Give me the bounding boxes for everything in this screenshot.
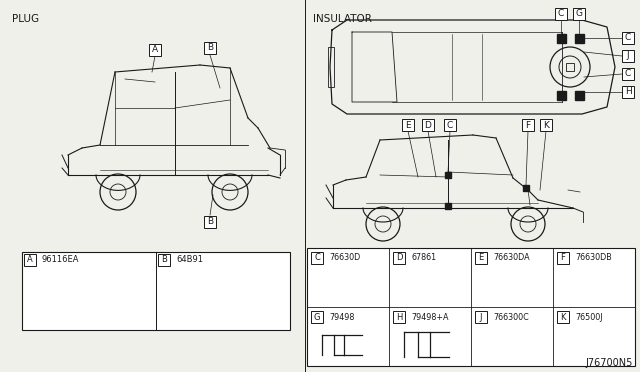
Text: D: D [424,121,431,129]
Text: E: E [405,121,411,129]
Text: INSULATOR: INSULATOR [313,14,372,24]
Bar [622,86,634,98]
Text: 76630DB: 76630DB [575,253,612,263]
Bar [540,119,552,131]
Text: 766300C: 766300C [493,312,529,321]
Text: G: G [575,10,582,19]
Text: E: E [478,253,484,263]
Bar [622,32,634,44]
Bar [475,311,487,323]
Text: 79498+A: 79498+A [411,312,449,321]
Bar [557,311,569,323]
Bar [523,185,529,191]
Bar [475,252,487,264]
Text: C: C [625,33,631,42]
Text: 76500J: 76500J [575,312,602,321]
Text: J76700N5: J76700N5 [586,358,633,368]
Text: C: C [447,121,453,129]
Bar [393,252,405,264]
Text: H: H [396,312,402,321]
Text: H: H [625,87,632,96]
Text: J: J [627,51,629,61]
Bar [311,311,323,323]
Bar [555,8,567,20]
Text: F: F [561,253,565,263]
Text: K: K [560,312,566,321]
Text: PLUG: PLUG [12,14,39,24]
Text: C: C [558,10,564,19]
Text: J: J [480,312,483,321]
Bar [307,248,635,366]
Bar [575,91,584,100]
Text: F: F [525,121,531,129]
Bar [622,50,634,62]
Text: C: C [314,253,320,263]
Text: 64B91: 64B91 [176,254,203,263]
Text: A: A [27,256,33,264]
Bar [158,254,170,266]
Bar [149,44,161,56]
Text: B: B [207,44,213,52]
Bar [445,172,451,178]
Bar [22,252,290,330]
Bar [445,203,451,209]
Bar [496,338,522,360]
Bar [311,252,323,264]
Bar [204,216,216,228]
Bar [24,254,36,266]
Bar [557,34,566,43]
Bar [495,273,538,301]
Text: C: C [625,70,631,78]
Text: B: B [161,256,167,264]
Bar [444,119,456,131]
Bar [580,279,608,299]
Text: 76630D: 76630D [329,253,360,263]
Bar [402,119,414,131]
Text: 96116EA: 96116EA [42,254,79,263]
Bar [566,63,574,71]
Bar [204,42,216,54]
Text: 67861: 67861 [411,253,436,263]
Bar [393,311,405,323]
Text: K: K [543,121,549,129]
Bar [522,119,534,131]
Bar [422,119,434,131]
Text: 76630DA: 76630DA [493,253,530,263]
Text: B: B [207,218,213,227]
Bar [622,68,634,80]
Circle shape [87,300,91,304]
Text: A: A [152,45,158,55]
Bar [573,8,585,20]
Bar [328,47,334,87]
Bar [557,252,569,264]
Text: D: D [396,253,403,263]
Bar [557,91,566,100]
Bar [575,34,584,43]
Text: 79498: 79498 [329,312,355,321]
Text: G: G [314,312,320,321]
